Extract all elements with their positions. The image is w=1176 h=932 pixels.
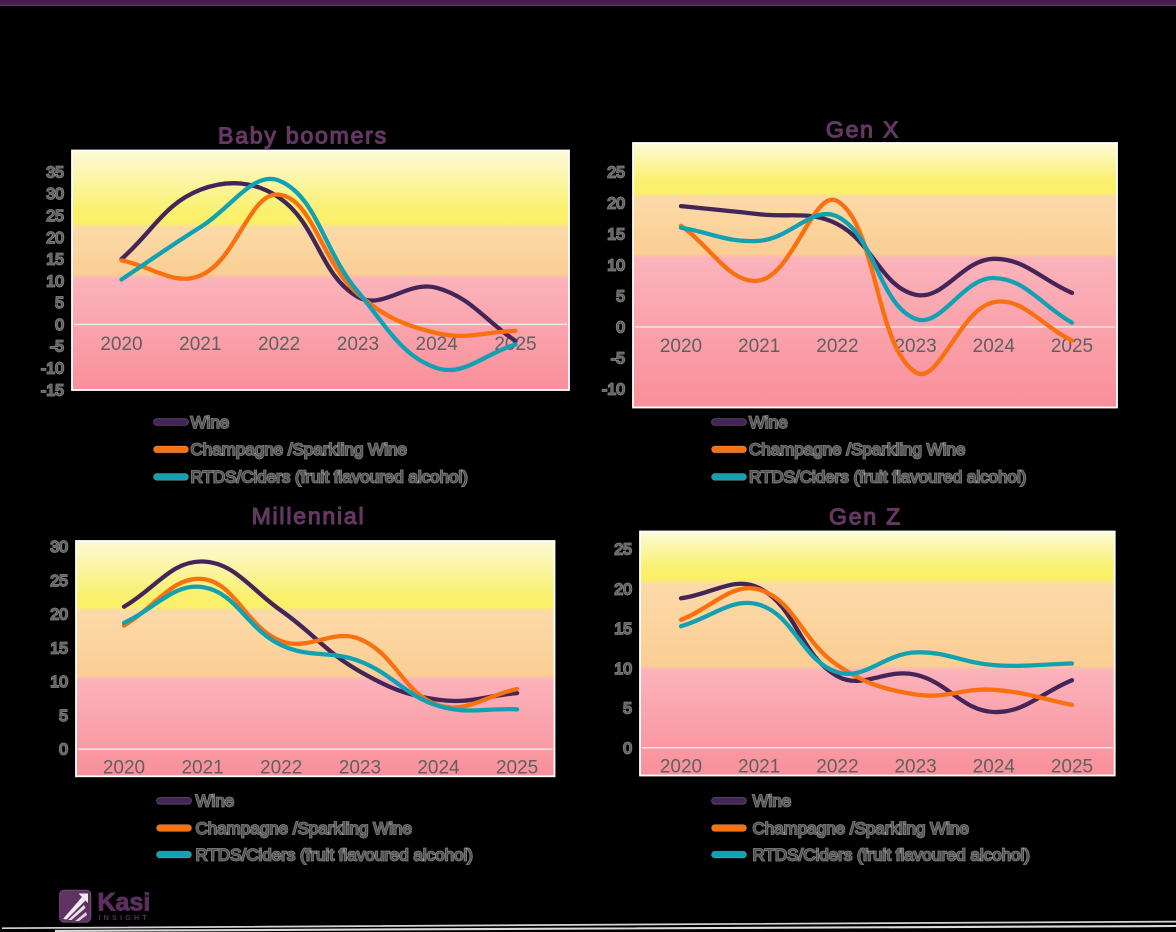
svg-text:-15: -15 [41,382,64,399]
svg-text:2021: 2021 [179,334,221,355]
svg-text:-10: -10 [602,382,625,399]
svg-text:30: 30 [50,539,68,556]
svg-text:2020: 2020 [100,334,142,355]
svg-text:2023: 2023 [894,336,936,357]
svg-text:Champagne /Sparkling Wine: Champagne /Sparkling Wine [749,440,965,459]
svg-text:10: 10 [614,661,632,678]
svg-text:-10: -10 [41,361,64,378]
svg-text:2021: 2021 [738,336,780,357]
svg-text:Gen X: Gen X [826,117,900,143]
svg-text:5: 5 [616,289,625,306]
svg-text:RTDS/Ciders (fruit flavoured a: RTDS/Ciders (fruit flavoured alcohol) [749,468,1026,487]
svg-text:2021: 2021 [181,757,223,778]
svg-text:Baby boomers: Baby boomers [218,123,388,149]
svg-text:20: 20 [614,581,632,598]
svg-text:2024: 2024 [973,756,1016,777]
svg-text:Wine: Wine [749,413,788,432]
svg-text:2022: 2022 [260,757,302,778]
svg-text:RTDS/Ciders (fruit flavoured a: RTDS/Ciders (fruit flavoured alcohol) [196,845,473,864]
svg-text:20: 20 [46,230,64,247]
svg-text:RTDS/Ciders (fruit flavoured a: RTDS/Ciders (fruit flavoured alcohol) [753,845,1030,864]
svg-text:0: 0 [623,740,632,757]
svg-text:2025: 2025 [1051,756,1093,777]
svg-text:2022: 2022 [816,756,858,777]
svg-text:10: 10 [50,674,68,691]
svg-text:5: 5 [59,708,68,725]
svg-text:25: 25 [50,573,68,590]
svg-text:Millennial: Millennial [252,503,366,529]
svg-text:2023: 2023 [337,334,379,355]
svg-text:2023: 2023 [339,757,381,778]
svg-text:Wine: Wine [191,413,230,432]
svg-text:Champagne /Sparkling Wine: Champagne /Sparkling Wine [196,819,412,838]
svg-text:30: 30 [46,186,64,203]
svg-text:Wine: Wine [753,792,792,811]
svg-text:2022: 2022 [816,336,858,357]
svg-text:5: 5 [623,701,632,718]
svg-text:15: 15 [607,227,625,244]
svg-text:Champagne /Sparkling Wine: Champagne /Sparkling Wine [191,440,407,459]
svg-text:15: 15 [50,640,68,657]
svg-text:2020: 2020 [660,336,702,357]
svg-text:RTDS/Ciders (fruit flavoured a: RTDS/Ciders (fruit flavoured alcohol) [191,468,468,487]
svg-text:2020: 2020 [660,756,702,777]
svg-text:2024: 2024 [417,757,460,778]
svg-text:Gen Z: Gen Z [829,503,902,529]
svg-text:5: 5 [55,295,64,312]
svg-text:15: 15 [46,252,64,269]
svg-text:20: 20 [607,196,625,213]
svg-text:-5: -5 [611,351,625,368]
svg-text:20: 20 [50,607,68,624]
svg-text:Champagne /Sparkling Wine: Champagne /Sparkling Wine [753,819,969,838]
svg-text:Kasi: Kasi [98,889,151,917]
svg-text:0: 0 [55,317,64,334]
svg-text:15: 15 [614,621,632,638]
svg-text:2025: 2025 [1051,336,1093,357]
svg-text:-5: -5 [50,339,64,356]
svg-text:25: 25 [614,542,632,559]
svg-text:2020: 2020 [103,757,145,778]
svg-text:2022: 2022 [258,334,300,355]
svg-text:2023: 2023 [894,756,936,777]
svg-text:0: 0 [59,742,68,759]
svg-text:2021: 2021 [738,756,780,777]
svg-text:2024: 2024 [973,336,1016,357]
svg-text:25: 25 [46,208,64,225]
svg-text:35: 35 [46,164,64,181]
svg-text:2024: 2024 [416,334,459,355]
svg-text:Wine: Wine [196,792,235,811]
svg-text:10: 10 [46,273,64,290]
svg-text:10: 10 [607,258,625,275]
svg-text:2025: 2025 [496,757,538,778]
svg-text:25: 25 [607,165,625,182]
svg-text:0: 0 [616,320,625,337]
svg-text:INSIGHT: INSIGHT [99,915,151,922]
